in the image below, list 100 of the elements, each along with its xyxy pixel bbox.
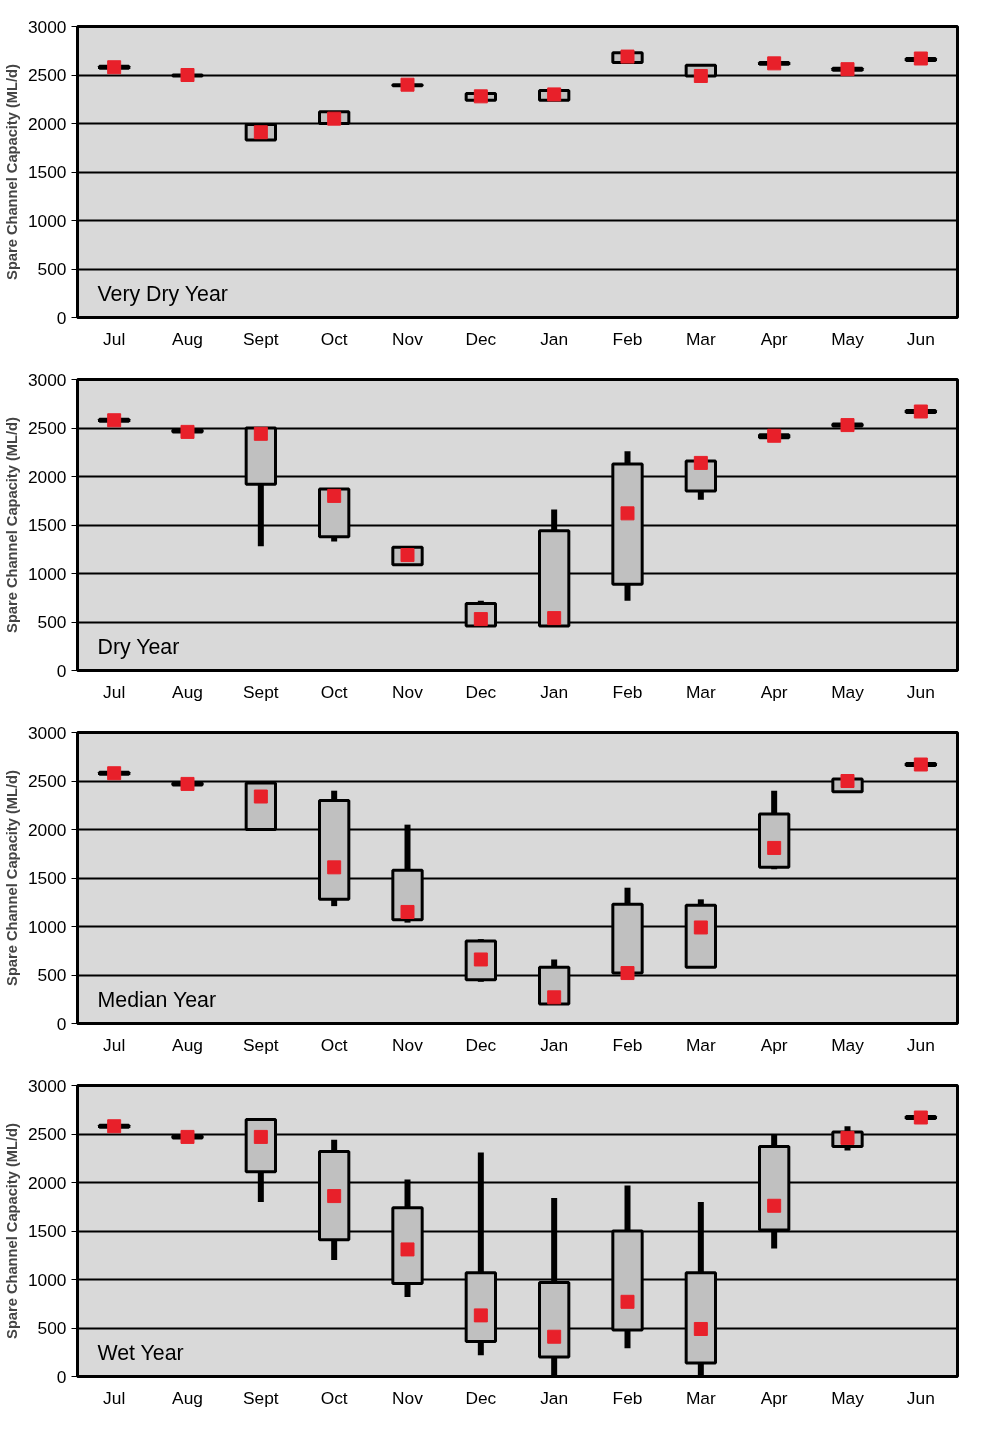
x-tick-label: Dec [465,1034,497,1055]
y-tick-label: 2500 [27,65,67,85]
annotation: Median Year [97,987,217,1012]
point [327,111,342,126]
x-tick-label: Mar [685,1034,716,1055]
point [180,1129,195,1144]
x-tick-label: Aug [172,1034,203,1055]
y-tick-label: 500 [37,965,67,985]
y-axis-title: Spare Channel Capacity (ML/d) [3,1122,20,1339]
point [620,966,635,981]
x-tick-label: Jun [906,1034,935,1055]
y-axis-title: Spare Channel Capacity (ML/d) [3,769,20,986]
point [253,789,268,804]
point [620,49,635,64]
point [473,1308,488,1323]
x-tick-label: Jun [906,1387,935,1408]
x-tick-label: Jun [906,328,935,349]
x-tick-label: Sept [243,1034,279,1055]
x-tick-label: May [831,1387,865,1408]
y-tick-label: 2500 [27,418,67,438]
x-tick-label: Aug [172,1387,203,1408]
x-tick-label: Jun [906,681,935,702]
x-tick-label: Oct [320,328,348,349]
point [253,426,268,441]
y-tick-label: 500 [37,259,67,279]
x-tick-label: Mar [685,681,716,702]
x-tick-label: Dec [465,681,497,702]
point [693,920,708,935]
annotation: Very Dry Year [97,281,228,306]
point [473,89,488,104]
point [913,51,928,66]
y-tick-label: 0 [56,660,67,681]
point [620,506,635,521]
y-tick-label: 1000 [27,916,67,937]
x-tick-label: Sept [243,681,279,702]
x-tick-label: Jan [540,681,569,702]
point [107,60,122,75]
point [327,1189,342,1204]
point [547,990,562,1005]
x-tick-label: Mar [685,1387,716,1408]
point [840,62,855,77]
x-tick-label: Dec [465,1387,497,1408]
y-tick-label: 1000 [27,1269,67,1290]
point [767,56,782,71]
point [547,611,562,626]
x-tick-label: Dec [465,328,497,349]
point [400,904,415,919]
y-tick-label: 1500 [27,868,67,888]
y-tick-label: 2000 [27,113,67,134]
x-tick-label: Jan [540,1034,569,1055]
point [913,757,928,772]
point [107,413,122,428]
point [547,1329,562,1344]
y-tick-label: 3000 [27,1075,67,1096]
point [620,1294,635,1309]
point [840,418,855,433]
y-tick-label: 2500 [27,771,67,791]
x-tick-label: Apr [760,1387,788,1408]
x-tick-label: Feb [612,681,643,702]
point [547,87,562,102]
x-tick-label: Feb [612,1034,643,1055]
y-tick-label: 2000 [27,466,67,487]
x-tick-label: Sept [243,1387,279,1408]
x-tick-label: Apr [760,1034,788,1055]
x-tick-label: Feb [612,1387,643,1408]
point [180,424,195,439]
y-axis-title: Spare Channel Capacity (ML/d) [3,63,20,280]
point [180,68,195,82]
x-tick-label: Aug [172,681,203,702]
x-tick-label: Sept [243,328,279,349]
x-tick-label: Jul [103,328,126,349]
point [913,404,928,419]
point [767,1198,782,1213]
y-tick-label: 3000 [27,16,67,37]
point [693,68,708,83]
point [400,1242,415,1257]
y-tick-label: 3000 [27,722,67,743]
x-tick-label: Apr [760,328,788,349]
point [693,1321,708,1336]
y-tick-label: 0 [56,307,67,328]
point [107,766,122,781]
y-tick-label: 1000 [27,563,67,584]
y-tick-label: 1500 [27,1221,67,1241]
x-tick-label: Oct [320,1387,348,1408]
y-tick-label: 2000 [27,819,67,840]
y-tick-label: 500 [37,1318,67,1338]
y-tick-label: 2000 [27,1172,67,1193]
x-tick-label: Oct [320,681,348,702]
point [400,77,415,92]
x-tick-label: Mar [685,328,716,349]
x-tick-label: May [831,681,865,702]
y-tick-label: 2500 [27,1124,67,1144]
x-tick-label: Aug [172,328,203,349]
x-tick-label: Apr [760,681,788,702]
x-tick-label: Jul [103,681,126,702]
x-tick-label: Nov [392,1034,424,1055]
annotation: Wet Year [97,1340,184,1365]
x-tick-label: May [831,328,865,349]
point [913,1110,928,1125]
x-tick-label: Nov [392,681,424,702]
